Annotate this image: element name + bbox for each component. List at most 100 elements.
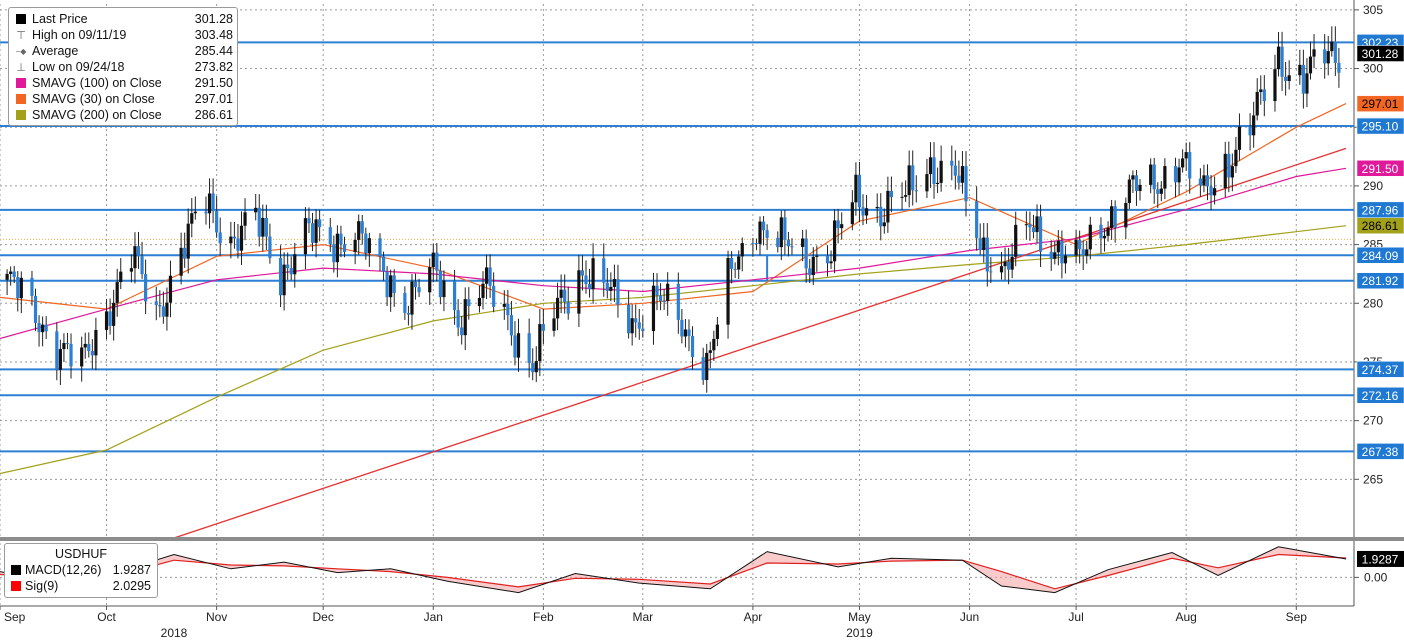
candle-body — [541, 324, 545, 331]
candle-body — [882, 222, 886, 227]
candle-body — [392, 275, 396, 293]
price-legend: Last Price 301.28 ⊤ High on 09/11/19 303.48−… — [8, 7, 238, 126]
legend-label: High on 09/11/19 — [32, 28, 127, 42]
high-marker-icon: ⊤ — [16, 29, 26, 42]
candle-body — [1138, 184, 1142, 191]
candle-body — [964, 166, 968, 202]
candle-body — [857, 174, 862, 208]
candle-body — [502, 303, 506, 307]
candle-body — [257, 207, 261, 237]
candle-body — [950, 160, 954, 166]
signal-label: Sig(9) — [25, 579, 59, 593]
legend-label: Low on 09/24/18 — [32, 60, 125, 74]
candle-body — [815, 255, 819, 257]
candle-body — [552, 318, 556, 331]
candle-body — [463, 299, 467, 336]
candle-body — [58, 349, 62, 370]
candle-body — [1284, 76, 1288, 82]
candle-body — [886, 190, 890, 223]
year-label: 2018 — [161, 626, 188, 640]
legend-value: 303.48 — [194, 28, 233, 42]
candle-body — [630, 318, 634, 334]
candle-body — [318, 219, 322, 228]
month-label: Sep — [4, 610, 26, 624]
macd-fill — [0, 546, 1346, 593]
candle-body — [286, 264, 290, 269]
candle-body — [577, 270, 581, 314]
signal-line — [0, 553, 1347, 590]
candle-body — [715, 324, 719, 339]
candle-body — [627, 304, 631, 334]
candle-body — [165, 302, 169, 317]
candle-body — [712, 338, 716, 351]
candle-body — [1106, 227, 1110, 236]
price-tag: 295.10 — [1356, 117, 1404, 135]
macd-label: MACD(12,26) — [25, 563, 102, 577]
signal-value: 2.0295 — [112, 579, 151, 593]
legend-swatch-square — [16, 14, 26, 24]
candle-body — [1212, 188, 1217, 196]
candle-body — [1038, 216, 1043, 252]
sma-line — [0, 167, 1347, 340]
candle-body — [516, 333, 521, 358]
signal-swatch — [11, 581, 21, 591]
candle-body — [737, 256, 741, 270]
candle-body — [534, 361, 538, 373]
candle-body — [303, 218, 308, 255]
candle-body — [658, 295, 663, 302]
price-tag-label: 287.96 — [1362, 203, 1399, 217]
candle-body — [239, 225, 244, 251]
month-label: Mar — [632, 610, 653, 624]
candle-body — [690, 336, 695, 358]
candle-body — [5, 273, 9, 280]
candle-body — [1127, 179, 1131, 203]
candle-body — [904, 195, 908, 197]
candle-body — [90, 351, 94, 356]
candle-body — [999, 266, 1004, 273]
candle-body — [328, 227, 332, 245]
legend-swatch-square — [16, 78, 26, 88]
candle-body — [342, 244, 347, 252]
candle-body — [1205, 175, 1210, 187]
candle-body — [602, 258, 606, 283]
candle-body — [477, 297, 482, 307]
candle-body — [310, 223, 315, 243]
price-tag: 284.09 — [1356, 247, 1404, 264]
candle-body — [193, 211, 197, 214]
candle-body — [129, 268, 134, 272]
candle-body — [953, 165, 957, 176]
candle-body — [83, 343, 87, 348]
candle-body — [236, 238, 240, 251]
candle-body — [651, 285, 656, 332]
candle-body — [1262, 89, 1266, 102]
candle-body — [364, 233, 368, 254]
candle-body — [282, 264, 286, 296]
month-label: Apr — [744, 610, 763, 624]
legend-label: SMAVG (100) on Close — [32, 76, 162, 90]
candle-body — [360, 221, 364, 234]
candle-body — [339, 233, 343, 245]
candle-body — [825, 255, 830, 264]
candle-body — [1252, 115, 1256, 136]
candle-body — [975, 201, 979, 239]
candle-body — [1159, 188, 1163, 194]
candle-body — [854, 174, 858, 203]
candle-body — [1152, 164, 1156, 190]
price-tag-label: 301.28 — [1362, 47, 1399, 61]
legend-row: ⊤ High on 09/11/19 303.48 — [9, 27, 237, 43]
macd-value: 1.9287 — [112, 563, 151, 577]
candle-body — [65, 343, 70, 345]
candle-body — [438, 270, 442, 298]
low-marker-icon: ⊥ — [16, 61, 26, 74]
candle-body — [1124, 202, 1128, 228]
candle-body — [612, 279, 617, 287]
candle-body — [1035, 216, 1039, 233]
candle-body — [1330, 41, 1334, 52]
legend-swatch — [15, 78, 27, 89]
legend-row: ⊥ Low on 09/24/18 273.82 — [9, 59, 237, 75]
candle-body — [779, 217, 783, 248]
candle-body — [104, 311, 109, 330]
price-tick-label: 265 — [1363, 472, 1383, 486]
price-tag: 286.61 — [1356, 217, 1404, 234]
